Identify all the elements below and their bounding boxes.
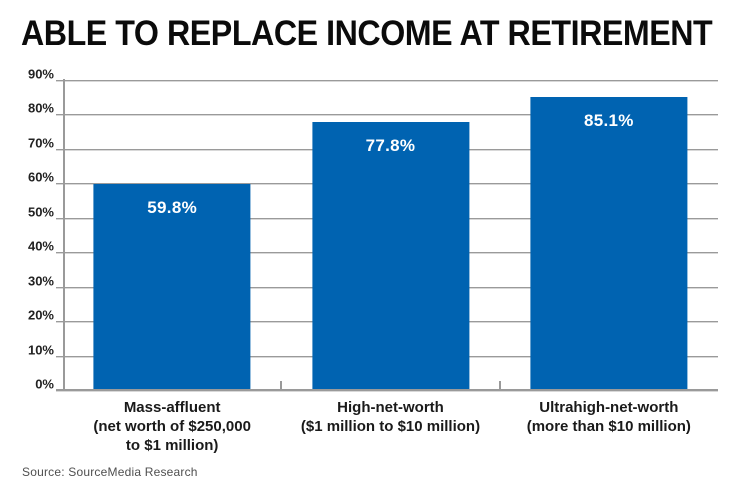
bar-ultrahigh-net-worth: 85.1% (530, 96, 688, 390)
bar-value-label: 77.8% (365, 136, 416, 156)
x-axis-line (56, 389, 718, 391)
y-tick-label-80: 80% (27, 100, 54, 116)
x-category-label-0: Mass-affluent (net worth of $250,000 to $1… (63, 398, 281, 455)
y-tick-label-40: 40% (27, 238, 54, 254)
y-tick-label-50: 50% (27, 204, 54, 220)
y-axis-line (63, 79, 65, 390)
x-category-label-line: Mass-affluent (123, 399, 221, 416)
x-category-label-line: Ultrahigh-net-worth (539, 399, 679, 416)
y-tick-label-30: 30% (27, 273, 54, 289)
bar-mass-affluent: 59.8% (93, 184, 251, 390)
gridline-80 (56, 114, 718, 116)
chart-title: ABLE TO REPLACE INCOME AT RETIREMENT (21, 14, 713, 53)
y-tick-label-70: 70% (27, 135, 54, 151)
bar-value-label: 59.8% (147, 198, 197, 218)
y-tick-label-60: 60% (27, 169, 54, 185)
source-note: Source: SourceMedia Research (22, 465, 198, 479)
x-category-label-line: (more than $10 million) (526, 418, 691, 435)
x-category-label-line: to $1 million) (125, 437, 219, 454)
x-category-label-1: High-net-worth ($1 million to $10 million… (281, 398, 499, 455)
x-category-label-2: Ultrahigh-net-worth (more than $10 millio… (500, 398, 718, 455)
y-tick-label-10: 10% (27, 342, 54, 358)
bar-high-net-worth: 77.8% (311, 122, 470, 390)
gridline-90 (56, 80, 718, 81)
y-tick-label-90: 90% (27, 66, 54, 82)
plot-area: 0% 10% 20% 30% 40% 50% 60% 70% 80% 90% 59.8% 77.8% 8… (28, 68, 718, 391)
y-tick-label-20: 20% (27, 307, 54, 323)
y-tick-label-0: 0% (35, 376, 54, 392)
x-category-label-line: ($1 million to $10 million) (300, 418, 481, 435)
x-axis-category-labels: Mass-affluent (net worth of $250,000 to $1… (63, 398, 718, 455)
x-axis-slot-tick (280, 381, 283, 390)
x-axis-slot-tick (498, 381, 501, 390)
x-category-label-line: High-net-worth (337, 399, 444, 416)
bar-value-label: 85.1% (583, 110, 634, 130)
x-category-label-line: (net worth of $250,000 (93, 418, 251, 435)
